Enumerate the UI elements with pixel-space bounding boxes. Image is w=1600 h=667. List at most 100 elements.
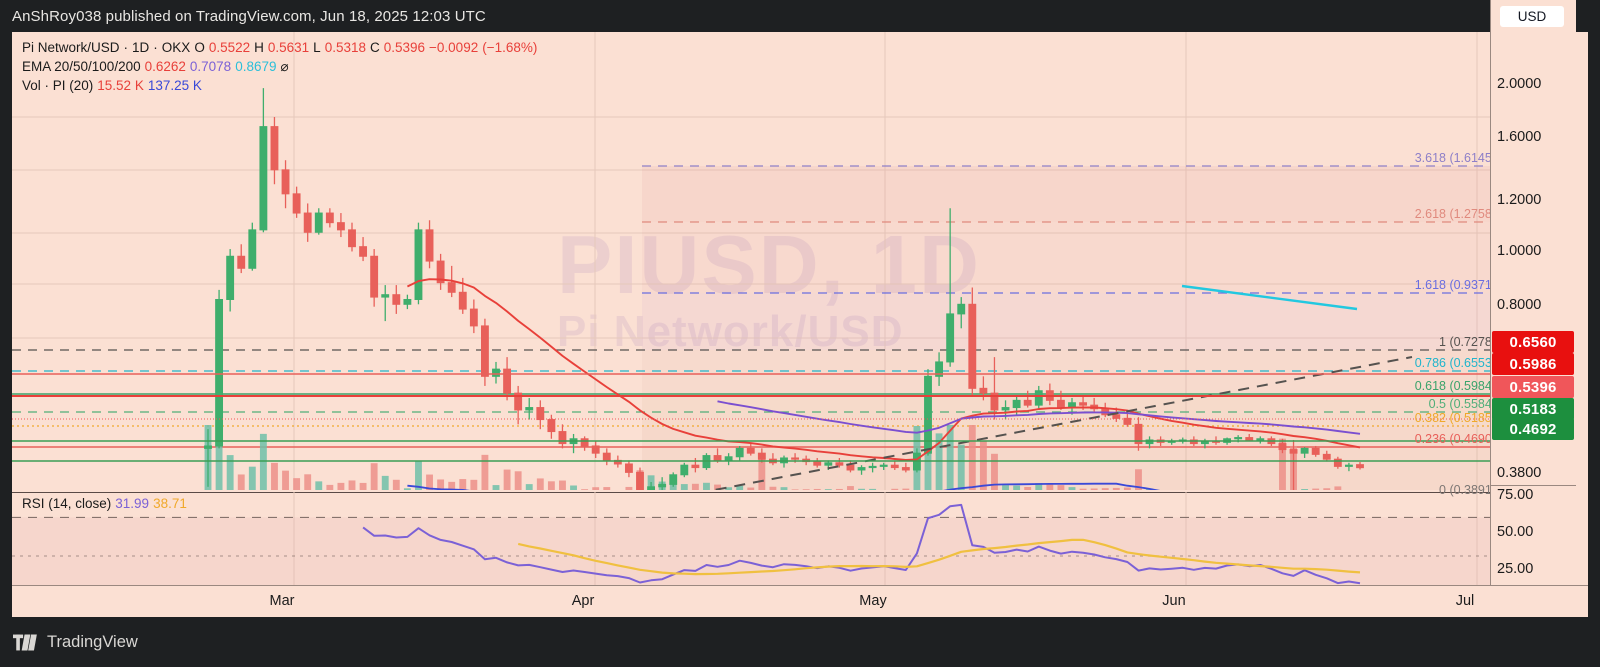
footer: TradingView bbox=[0, 617, 1600, 667]
time-axis[interactable]: Mar Apr May Jun Jul bbox=[12, 585, 1588, 617]
volume-bar bbox=[813, 488, 821, 490]
candle-body bbox=[503, 368, 512, 394]
volume-bar bbox=[337, 482, 345, 490]
volume-bar bbox=[625, 486, 633, 490]
legend-ema200-value: ⌀ bbox=[280, 59, 289, 74]
price-pane[interactable] bbox=[12, 32, 1502, 490]
candle-body bbox=[868, 465, 877, 469]
legend-interval[interactable]: 1D bbox=[132, 40, 150, 55]
volume-bar bbox=[359, 482, 367, 490]
volume-bar bbox=[1035, 483, 1043, 490]
rsi-axis-tick: 75.00 bbox=[1497, 487, 1534, 503]
volume-bar bbox=[381, 475, 389, 490]
candle-body bbox=[746, 447, 755, 454]
candle-body bbox=[325, 212, 334, 224]
candle-body bbox=[281, 169, 290, 195]
chart-legend[interactable]: Pi Network/USD · 1D · OKX O 0.5522 H 0.5631 L 0.53… bbox=[22, 38, 541, 95]
candle-body bbox=[835, 462, 844, 466]
candle-body bbox=[1256, 438, 1265, 441]
legend-low-value: 0.5318 bbox=[324, 40, 366, 55]
fib-level-label: 2.618 (1.2758) bbox=[1415, 207, 1496, 221]
legend-row-volume: Vol · PI (20) 15.52 K 137.25 K bbox=[22, 76, 541, 95]
candle-body bbox=[1245, 437, 1254, 441]
candle-body bbox=[624, 463, 633, 473]
volume-bar bbox=[1279, 438, 1286, 490]
volume-bar bbox=[979, 441, 987, 490]
legend-ema100-value: 0.8679 bbox=[235, 59, 277, 74]
volume-bar bbox=[304, 474, 312, 490]
candle-body bbox=[480, 325, 489, 377]
volume-bar bbox=[514, 471, 522, 490]
candle-body bbox=[436, 260, 445, 284]
fib-level-label: 0.618 (0.5984) bbox=[1415, 379, 1496, 393]
candle-body bbox=[336, 222, 345, 231]
legend-exchange: OKX bbox=[161, 40, 191, 55]
candle-body bbox=[990, 392, 999, 411]
price-badge[interactable]: 0.5986 bbox=[1492, 353, 1574, 375]
legend-volume-title[interactable]: Vol · PI (20) bbox=[22, 78, 94, 93]
volume-bar bbox=[215, 425, 223, 490]
volume-bar bbox=[1334, 486, 1342, 490]
chart-frame[interactable]: PIUSD, 1D Pi Network/USD RSI (14, close)… bbox=[12, 32, 1588, 617]
candle-body bbox=[1145, 439, 1154, 445]
publisher-text: AnShRoy038 published on TradingView.com,… bbox=[12, 7, 486, 25]
fib-zone bbox=[642, 350, 1502, 394]
legend-change-pct: (−1.68%) bbox=[482, 40, 538, 55]
candle-body bbox=[447, 282, 456, 293]
candle-body bbox=[735, 447, 744, 458]
candle-body bbox=[691, 464, 700, 469]
volume-bar bbox=[1135, 469, 1142, 490]
legend-ema-title[interactable]: EMA 20/50/100/200 bbox=[22, 59, 141, 74]
price-badge[interactable]: 0.5396 bbox=[1492, 376, 1574, 398]
volume-bar bbox=[536, 478, 544, 490]
volume-bar bbox=[691, 483, 699, 490]
candle-body bbox=[558, 431, 567, 445]
fib-zone bbox=[642, 166, 1502, 222]
volume-bar bbox=[891, 488, 899, 490]
fib-level-label: 3.618 (1.6145) bbox=[1415, 151, 1496, 165]
candle-body bbox=[1300, 447, 1309, 454]
candle-body bbox=[846, 464, 855, 471]
volume-bar bbox=[282, 470, 289, 490]
candle-body bbox=[924, 375, 932, 454]
price-badge[interactable]: 0.5183 bbox=[1492, 398, 1574, 420]
volume-bar bbox=[791, 489, 799, 490]
volume-bar bbox=[1101, 488, 1109, 490]
price-badge[interactable]: 0.6560 bbox=[1492, 331, 1574, 353]
candle-body bbox=[791, 457, 800, 460]
candle-body bbox=[237, 255, 246, 269]
time-axis-label: Jun bbox=[1162, 593, 1186, 609]
candle-body bbox=[1234, 437, 1243, 440]
legend-open-value: 0.5522 bbox=[208, 40, 251, 55]
candle-body bbox=[458, 291, 467, 310]
rsi-chart-svg bbox=[12, 492, 1502, 617]
candle-body bbox=[824, 462, 833, 466]
price-badge[interactable]: 0.4692 bbox=[1492, 418, 1574, 440]
time-axis-label: Apr bbox=[571, 593, 595, 609]
cyan-trendline[interactable] bbox=[1181, 284, 1358, 311]
candle-body bbox=[669, 474, 678, 485]
volume-bar bbox=[437, 479, 445, 490]
candle-body bbox=[1189, 439, 1198, 445]
candle-body bbox=[957, 303, 966, 315]
candle-body bbox=[757, 452, 766, 460]
candle-body bbox=[1311, 447, 1320, 455]
price-axis[interactable]: USD 2.0000 1.6000 1.2000 1.0000 0.8000 0.3800… bbox=[1490, 0, 1576, 585]
volume-bar bbox=[968, 425, 976, 490]
legend-volume-value: 15.52 K bbox=[97, 78, 144, 93]
currency-badge[interactable]: USD bbox=[1500, 6, 1564, 27]
candle-body bbox=[314, 212, 323, 233]
candle-body bbox=[469, 308, 478, 327]
price-axis-tick: 1.2000 bbox=[1497, 192, 1542, 208]
volume-bar bbox=[237, 474, 245, 490]
dashed-uptrend-line[interactable] bbox=[641, 356, 1413, 490]
volume-bar bbox=[902, 488, 910, 490]
volume-bar bbox=[570, 485, 577, 490]
rsi-legend: RSI (14, close) 31.99 38.71 bbox=[22, 496, 191, 511]
volume-bar bbox=[1301, 489, 1309, 490]
volume-bar bbox=[370, 463, 378, 490]
price-chart-svg bbox=[12, 32, 1502, 490]
candle-body bbox=[890, 464, 899, 469]
legend-symbol[interactable]: Pi Network/USD bbox=[22, 40, 120, 55]
volume-bar bbox=[703, 482, 710, 490]
